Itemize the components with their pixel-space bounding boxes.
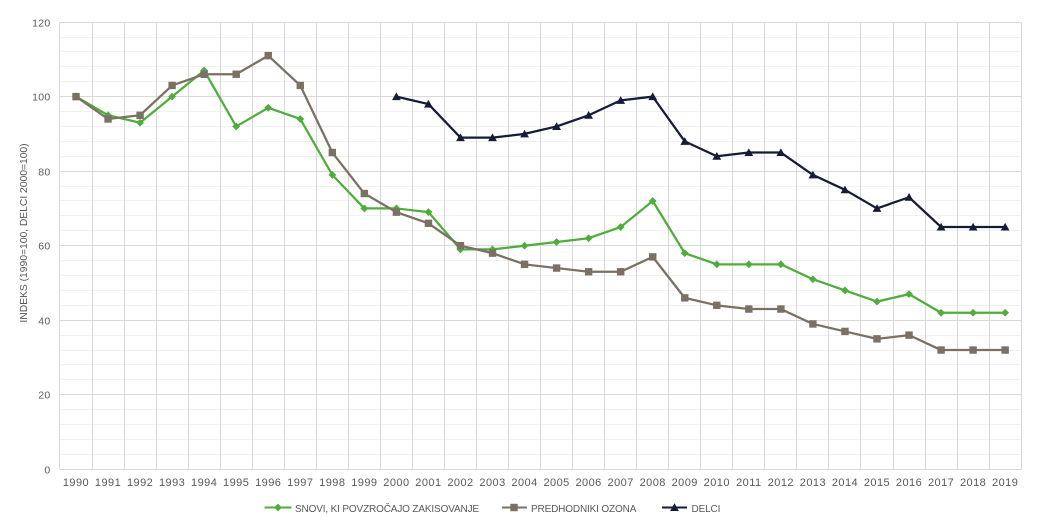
svg-text:1994: 1994 [191,477,217,489]
svg-text:2013: 2013 [800,477,826,489]
svg-text:2004: 2004 [511,477,537,489]
svg-text:SNOVI, KI POVZROČAJO ZAKISOVAN: SNOVI, KI POVZROČAJO ZAKISOVANJE [295,502,479,515]
svg-text:2002: 2002 [447,477,473,489]
svg-text:2001: 2001 [415,477,441,489]
svg-text:1998: 1998 [319,477,345,489]
svg-text:120: 120 [32,17,50,29]
svg-text:2008: 2008 [640,477,666,489]
svg-text:2007: 2007 [608,477,634,489]
svg-text:1997: 1997 [287,477,313,489]
svg-text:1992: 1992 [127,477,153,489]
svg-text:2010: 2010 [704,477,730,489]
svg-text:DELCI: DELCI [692,504,721,515]
svg-text:1991: 1991 [95,477,121,489]
svg-text:1996: 1996 [255,477,281,489]
svg-text:1995: 1995 [223,477,249,489]
svg-text:2005: 2005 [543,477,569,489]
svg-text:2003: 2003 [479,477,505,489]
svg-text:100: 100 [32,91,50,103]
svg-text:2006: 2006 [575,477,601,489]
svg-text:80: 80 [38,166,50,178]
svg-text:60: 60 [38,240,50,252]
svg-text:2009: 2009 [672,477,698,489]
svg-text:2017: 2017 [928,477,954,489]
svg-text:1999: 1999 [351,477,377,489]
svg-text:2018: 2018 [960,477,986,489]
svg-text:0: 0 [44,464,50,476]
svg-text:40: 40 [38,315,50,327]
svg-text:2012: 2012 [768,477,794,489]
svg-text:2016: 2016 [896,477,922,489]
svg-text:20: 20 [38,389,50,401]
svg-text:1993: 1993 [159,477,185,489]
svg-text:2014: 2014 [832,477,858,489]
svg-text:2011: 2011 [736,477,761,489]
svg-text:2000: 2000 [383,477,409,489]
svg-text:INDEKS (1990=100, DELCI 2000=1: INDEKS (1990=100, DELCI 2000=100) [19,143,30,322]
svg-text:1990: 1990 [63,477,89,489]
svg-text:PREDHODNIKI OZONA: PREDHODNIKI OZONA [531,504,637,515]
svg-text:2015: 2015 [864,477,890,489]
svg-text:2019: 2019 [992,477,1018,489]
